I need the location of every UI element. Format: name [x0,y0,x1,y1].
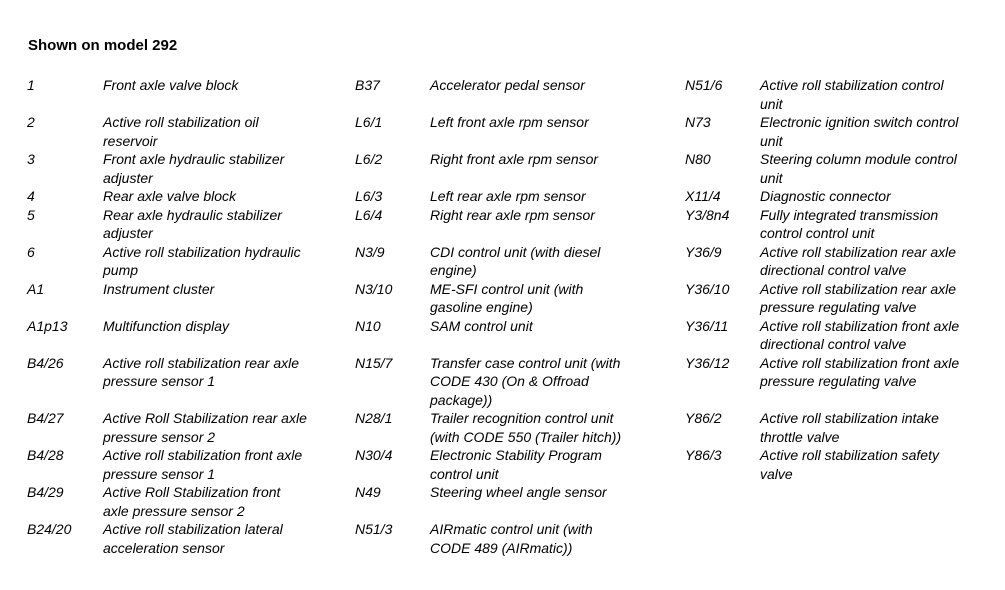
item-description: Front axle hydraulic stabilizer adjuster [103,151,285,186]
item-description: CDI control unit (with diesel engine) [430,243,601,279]
item-description: Fully integrated transmission control co… [760,206,939,242]
item-description: Right front axle rpm sensor [430,151,599,167]
item-code: Y36/12 [685,354,730,371]
item-code: N3/9 [355,243,385,260]
item-code: A1p13 [27,317,68,334]
page-title: Shown on model 292 [28,37,178,54]
legend-row: A1 Instrument cluster N3/10 ME-SFI control … [27,280,986,317]
item-code: N10 [355,317,381,334]
item-description: Active roll stabilization safety valve [760,447,939,482]
item-description [760,483,986,520]
item-description: SAM control unit [430,317,533,334]
item-description: Active roll stabilization lateral accele… [103,521,283,556]
item-description: Active roll stabilization rear axle pres… [760,280,957,316]
item-code: Y3/8n4 [685,206,730,223]
item-code: Y86/3 [685,447,722,463]
item-description: Active roll stabilization intake throttl… [760,410,939,445]
item-code: N28/1 [355,410,393,426]
item-description: Transfer case control unit (with CODE 43… [430,354,621,408]
item-code [685,483,760,520]
item-description: Left rear axle rpm sensor [430,188,586,204]
legend-row: 2 Active roll stabilization oil reservoir… [27,113,986,150]
item-code: Y36/9 [685,243,722,260]
item-description: Steering column module control unit [760,151,957,186]
item-description: Electronic Stability Program control uni… [430,447,602,482]
item-description: Active roll stabilization rear axle pres… [103,354,300,390]
legend-row: B4/29 Active Roll Stabilization front axl… [27,483,986,520]
item-description: Diagnostic connector [760,188,891,204]
item-description: Active roll stabilization front axle pre… [103,447,303,482]
item-description: Active Roll Stabilization rear axle pres… [103,410,307,445]
item-code: 4 [27,188,35,204]
legend-row: B4/27 Active Roll Stabilization rear axle… [27,409,986,446]
item-description: Rear axle hydraulic stabilizer adjuster [103,206,282,242]
item-description: Right rear axle rpm sensor [430,206,595,223]
item-description: Left front axle rpm sensor [430,114,589,130]
item-description: Instrument cluster [103,280,215,297]
item-description [760,520,986,557]
legend-table: 1 Front axle valve block B37 Accelerator pe… [27,76,986,557]
item-description: Active roll stabilization front axle dir… [760,317,960,353]
item-code: L6/3 [355,188,383,204]
item-code: Y86/2 [685,410,722,426]
item-code: 2 [27,114,35,130]
item-description: Active roll stabilization rear axle dire… [760,243,957,279]
item-description: Steering wheel angle sensor [430,484,607,500]
legend-row: B24/20 Active roll stabilization lateral … [27,520,986,557]
item-description: Accelerator pedal sensor [430,77,585,93]
item-description: Active roll stabilization oil reservoir [103,114,259,149]
item-description: ME-SFI control unit (with gasoline engin… [430,280,584,316]
item-code: Y36/11 [685,317,729,334]
item-description: Multifunction display [103,317,230,334]
legend-row: 1 Front axle valve block B37 Accelerator pe… [27,76,986,113]
item-description: Front axle valve block [103,77,239,93]
legend-row: B4/28 Active roll stabilization front axl… [27,446,986,483]
item-code: L6/4 [355,206,383,223]
item-code: B37 [355,77,380,93]
item-description: Active Roll Stabilization front axle pre… [103,484,281,519]
legend-row: A1p13 Multifunction display N10 SAM control… [27,317,986,354]
item-code: B24/20 [27,521,72,537]
item-description: Trailer recognition control unit (with C… [430,410,622,445]
item-code: N3/10 [355,280,393,297]
item-code: N49 [355,484,381,500]
item-code: Y36/10 [685,280,730,297]
item-code: 3 [27,151,35,167]
legend-row: 3 Front axle hydraulic stabilizer adjuste… [27,150,986,187]
item-description: Active roll stabilization front axle pre… [760,354,960,390]
item-code: A1 [27,280,45,297]
legend-row: 6 Active roll stabilization hydraulic pum… [27,243,986,280]
item-code: 1 [27,77,35,93]
legend-row: 5 Rear axle hydraulic stabilizer adjuster… [27,206,986,243]
item-code: 6 [27,243,35,260]
item-code: B4/26 [27,354,64,371]
item-code: L6/1 [355,114,383,130]
item-code: X11/4 [685,188,721,204]
item-code: N51/3 [355,521,393,537]
item-description: AIRmatic control unit (with CODE 489 (AI… [430,521,593,556]
item-code: B4/29 [27,484,64,500]
item-code [685,520,760,557]
item-code: N80 [685,151,711,167]
item-code: L6/2 [355,151,383,167]
item-code: N15/7 [355,354,393,371]
legend-row: 4 Rear axle valve block L6/3 Left rear axle… [27,187,986,206]
item-code: N30/4 [355,447,393,463]
item-code: 5 [27,206,35,223]
legend-table-body: 1 Front axle valve block B37 Accelerator pe… [27,76,986,557]
item-description: Rear axle valve block [103,188,237,204]
item-code: N73 [685,114,711,130]
item-description: Active roll stabilization hydraulic pump [103,243,301,279]
item-code: N51/6 [685,77,723,93]
item-description: Active roll stabilization control unit [760,77,944,112]
item-code: B4/28 [27,447,64,463]
legend-row: B4/26 Active roll stabilization rear axle… [27,354,986,410]
item-code: B4/27 [27,410,64,426]
item-description: Electronic ignition switch control unit [760,114,959,149]
